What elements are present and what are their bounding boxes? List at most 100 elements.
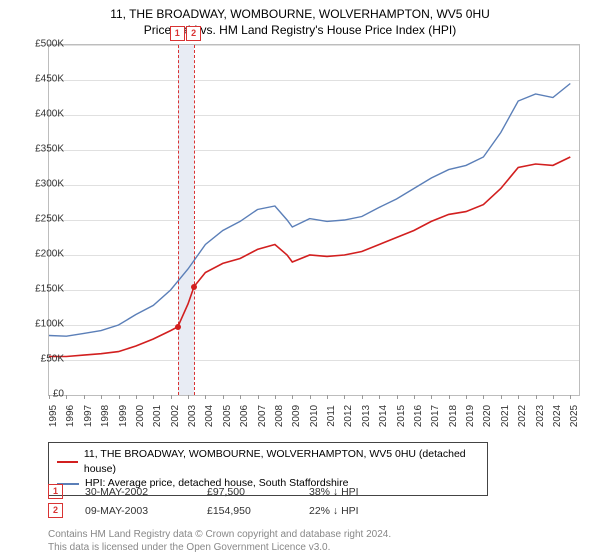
x-axis-label: 2011 <box>326 405 337 427</box>
attribution-text: Contains HM Land Registry data © Crown c… <box>48 528 391 554</box>
attribution-line2: This data is licensed under the Open Gov… <box>48 541 391 554</box>
x-tick <box>397 395 398 399</box>
sale-point-dot <box>175 324 181 330</box>
x-axis-label: 2014 <box>378 405 389 427</box>
x-tick <box>171 395 172 399</box>
x-axis-label: 2019 <box>465 405 476 427</box>
x-axis-label: 1997 <box>83 405 94 427</box>
y-axis-label: £500K <box>35 39 64 50</box>
x-axis-label: 2005 <box>222 405 233 427</box>
sale-date: 09-MAY-2003 <box>85 505 185 517</box>
x-axis-label: 2022 <box>517 405 528 427</box>
sale-row: 130-MAY-2002£97,50038% ↓ HPI <box>48 484 389 499</box>
x-axis-label: 2020 <box>482 405 493 427</box>
x-axis-label: 2023 <box>535 405 546 427</box>
y-axis-label: £450K <box>35 74 64 85</box>
x-tick <box>379 395 380 399</box>
title-line1: 11, THE BROADWAY, WOMBOURNE, WOLVERHAMPT… <box>0 6 600 22</box>
sale-price: £97,500 <box>207 486 287 498</box>
sale-marker-1: 1 <box>170 26 185 41</box>
title-line2: Price paid vs. HM Land Registry's House … <box>0 22 600 38</box>
x-tick <box>153 395 154 399</box>
legend-swatch <box>57 461 78 463</box>
y-axis-label: £200K <box>35 249 64 260</box>
x-axis-label: 2008 <box>274 405 285 427</box>
x-axis-label: 2007 <box>257 405 268 427</box>
x-tick <box>240 395 241 399</box>
x-tick <box>483 395 484 399</box>
x-tick <box>501 395 502 399</box>
x-axis-label: 2021 <box>500 405 511 427</box>
y-axis-label: £50K <box>41 354 64 365</box>
x-tick <box>119 395 120 399</box>
x-axis-label: 2010 <box>309 405 320 427</box>
x-tick <box>205 395 206 399</box>
x-tick <box>258 395 259 399</box>
y-axis-label: £100K <box>35 319 64 330</box>
x-tick <box>310 395 311 399</box>
y-axis-label: £350K <box>35 144 64 155</box>
y-axis-label: £0 <box>53 389 64 400</box>
x-axis-label: 2006 <box>239 405 250 427</box>
sale-marker-2: 2 <box>186 26 201 41</box>
x-axis-label: 2025 <box>569 405 580 427</box>
sale-price: £154,950 <box>207 505 287 517</box>
x-tick <box>223 395 224 399</box>
x-tick <box>362 395 363 399</box>
x-axis-label: 1996 <box>65 405 76 427</box>
x-tick <box>327 395 328 399</box>
y-axis-label: £300K <box>35 179 64 190</box>
x-axis-label: 1999 <box>118 405 129 427</box>
x-tick <box>66 395 67 399</box>
x-axis-label: 2000 <box>135 405 146 427</box>
x-tick <box>431 395 432 399</box>
attribution-line1: Contains HM Land Registry data © Crown c… <box>48 528 391 541</box>
sale-vs-hpi: 22% ↓ HPI <box>309 505 389 517</box>
sales-table: 130-MAY-2002£97,50038% ↓ HPI209-MAY-2003… <box>48 484 389 522</box>
x-tick <box>136 395 137 399</box>
x-tick <box>292 395 293 399</box>
x-axis-label: 2012 <box>343 405 354 427</box>
sale-point-dot <box>191 284 197 290</box>
x-axis-label: 2003 <box>187 405 198 427</box>
sale-date: 30-MAY-2002 <box>85 486 185 498</box>
chart-plot-area <box>48 44 580 396</box>
x-tick <box>553 395 554 399</box>
x-tick <box>570 395 571 399</box>
x-tick <box>84 395 85 399</box>
x-tick <box>466 395 467 399</box>
x-tick <box>101 395 102 399</box>
x-axis-label: 2024 <box>552 405 563 427</box>
x-tick <box>275 395 276 399</box>
x-axis-label: 2017 <box>430 405 441 427</box>
x-tick <box>344 395 345 399</box>
x-axis-label: 2013 <box>361 405 372 427</box>
x-axis-label: 2001 <box>152 405 163 427</box>
x-axis-label: 2016 <box>413 405 424 427</box>
x-axis-label: 2004 <box>204 405 215 427</box>
x-axis-label: 2018 <box>448 405 459 427</box>
x-tick <box>414 395 415 399</box>
x-tick <box>518 395 519 399</box>
y-axis-label: £400K <box>35 109 64 120</box>
x-tick <box>188 395 189 399</box>
y-axis-label: £250K <box>35 214 64 225</box>
sale-vs-hpi: 38% ↓ HPI <box>309 486 389 498</box>
x-tick <box>536 395 537 399</box>
x-tick <box>449 395 450 399</box>
x-axis-label: 1995 <box>48 405 59 427</box>
y-axis-label: £150K <box>35 284 64 295</box>
chart-title: 11, THE BROADWAY, WOMBOURNE, WOLVERHAMPT… <box>0 0 600 38</box>
chart-lines-svg <box>49 45 579 395</box>
sale-row-marker: 2 <box>48 503 63 518</box>
sale-row: 2 09-MAY-2003 £154,950 22% ↓ HPI <box>48 503 389 518</box>
series-line-hpi <box>49 84 570 337</box>
legend-item: 11, THE BROADWAY, WOMBOURNE, WOLVERHAMPT… <box>57 447 479 476</box>
series-line-property <box>49 157 570 357</box>
x-axis-label: 2002 <box>170 405 181 427</box>
x-axis-label: 2015 <box>396 405 407 427</box>
x-tick <box>49 395 50 399</box>
x-axis-labels: 1995 1996 1997 1998 1999 2000 2001 2002 2003 2004… <box>48 400 580 440</box>
x-axis-label: 1998 <box>100 405 111 427</box>
legend-label: 11, THE BROADWAY, WOMBOURNE, WOLVERHAMPT… <box>84 447 479 476</box>
